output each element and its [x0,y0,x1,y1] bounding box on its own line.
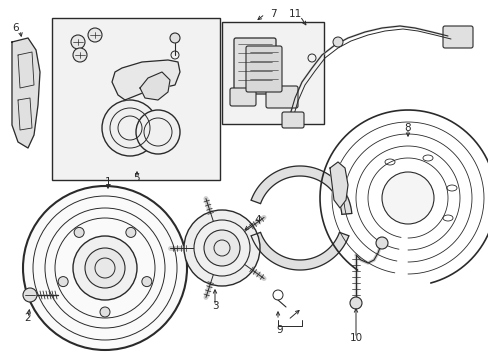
Circle shape [73,236,137,300]
Polygon shape [251,166,351,214]
Circle shape [136,110,180,154]
Circle shape [194,220,249,276]
Circle shape [74,228,84,237]
Circle shape [375,237,387,249]
Circle shape [170,33,180,43]
Text: 6: 6 [13,23,19,33]
Text: 4: 4 [254,215,261,225]
Text: 11: 11 [288,9,301,19]
Text: 1: 1 [104,177,111,187]
Polygon shape [329,162,347,208]
Circle shape [85,248,125,288]
Circle shape [102,100,158,156]
Circle shape [142,276,152,287]
Circle shape [125,228,136,237]
Circle shape [88,28,102,42]
Polygon shape [140,72,170,100]
Circle shape [23,186,186,350]
Circle shape [381,172,433,224]
Text: 2: 2 [24,313,31,323]
Circle shape [203,230,240,266]
Circle shape [100,307,110,317]
FancyBboxPatch shape [229,88,256,106]
Polygon shape [12,38,40,148]
Circle shape [183,210,260,286]
Text: 9: 9 [276,325,283,335]
Polygon shape [251,232,348,270]
Text: 3: 3 [211,301,218,311]
Circle shape [23,288,37,302]
FancyBboxPatch shape [245,46,282,92]
FancyBboxPatch shape [265,86,297,108]
Text: 5: 5 [133,173,140,183]
Circle shape [73,48,87,62]
Circle shape [332,37,342,47]
FancyBboxPatch shape [442,26,472,48]
Bar [222,22,324,124]
Text: 10: 10 [349,333,362,343]
Circle shape [71,35,85,49]
Text: 8: 8 [404,123,410,133]
FancyBboxPatch shape [234,38,275,94]
Circle shape [349,297,361,309]
Polygon shape [112,60,180,100]
Circle shape [58,276,68,287]
Text: 7: 7 [269,9,276,19]
Bar [52,18,220,180]
FancyBboxPatch shape [282,112,304,128]
